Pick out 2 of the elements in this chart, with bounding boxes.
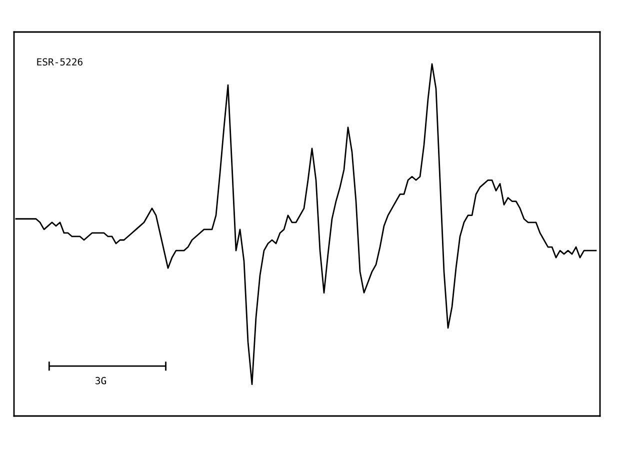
annotation: ESR-5226 bbox=[37, 58, 82, 66]
annotation: 3G bbox=[96, 376, 106, 384]
